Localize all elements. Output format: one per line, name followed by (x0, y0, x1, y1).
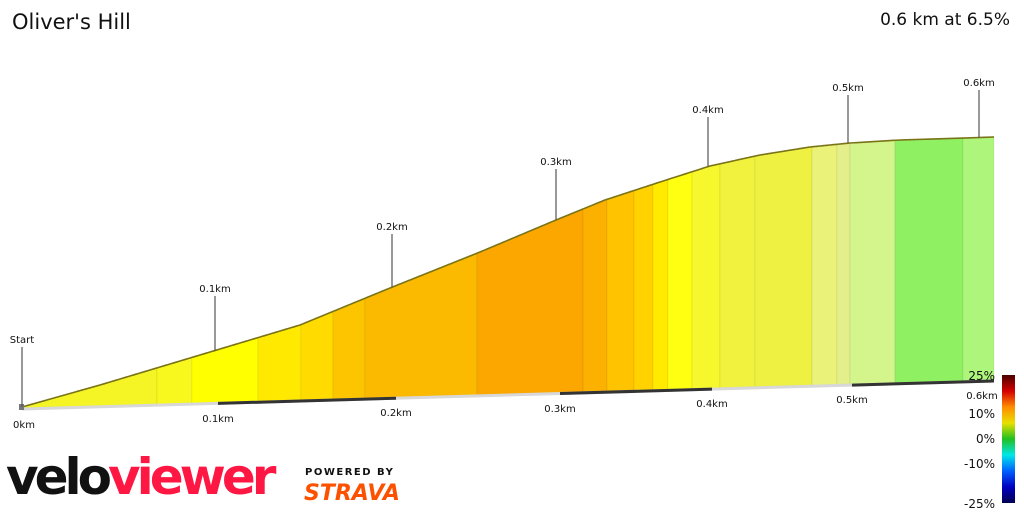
gradient-segment (476, 208, 584, 396)
x-tick-label: 0.1km (202, 414, 233, 425)
distance-band (559, 387, 713, 396)
x-tick-label: 0.5km (836, 395, 867, 406)
page-title: Oliver's Hill (12, 10, 131, 34)
gradient-legend-label: 0% (976, 432, 995, 446)
gradient-segment (300, 310, 334, 401)
distance-band (217, 396, 397, 405)
logo-part-viewer: viewer (108, 448, 276, 506)
distance-baseline (21, 379, 995, 411)
profile-marker-label: Start (10, 335, 35, 346)
gradient-legend-label: -10% (964, 457, 995, 471)
climb-summary: 0.6 km at 6.5% (880, 10, 1010, 30)
gradient-segment (719, 155, 756, 389)
gradient-segment (582, 198, 608, 393)
logo-part-velo: velo (6, 448, 112, 506)
gradient-segment (811, 143, 838, 386)
gradient-segment (633, 183, 654, 391)
profile-marker-label: 0.3km (540, 157, 571, 168)
gradient-segment (156, 356, 193, 405)
strava-logo: STRAVA (304, 481, 400, 506)
profile-marker-label: 0.4km (692, 105, 723, 116)
gradient-segment (332, 297, 366, 400)
gradient-segment (691, 163, 721, 390)
profile-marker-label: 0.2km (376, 222, 407, 233)
profile-marker-label: 0.5km (832, 83, 863, 94)
gradient-segment (754, 146, 813, 388)
gradient-segment (836, 142, 851, 386)
powered-by-label: POWERED BY (305, 467, 395, 478)
gradient-legend-label: 10% (968, 407, 995, 421)
gradient-legend-bar (1002, 375, 1015, 503)
gradient-segment (606, 189, 635, 392)
gradient-segment (962, 136, 995, 382)
x-tick-label: 0km (13, 420, 35, 431)
gradient-segment (652, 178, 669, 391)
x-tick-label: 0.4km (696, 399, 727, 410)
x-tick-label: 0.2km (380, 408, 411, 419)
profile-outline (21, 136, 995, 408)
gradient-segment (849, 139, 896, 385)
gradient-legend-label: 25% (968, 369, 995, 383)
profile-marker-label: 0.1km (199, 284, 230, 295)
gradient-segment (894, 137, 964, 384)
gradient-legend-label: -25% (964, 497, 995, 511)
distance-band (851, 379, 995, 387)
veloviewer-logo: veloviewer (6, 448, 276, 506)
x-tick-label: 0.6km (966, 391, 997, 402)
profile-marker-label: 0.6km (963, 78, 994, 89)
gradient-segment (667, 171, 693, 390)
x-tick-label: 0.3km (544, 404, 575, 415)
